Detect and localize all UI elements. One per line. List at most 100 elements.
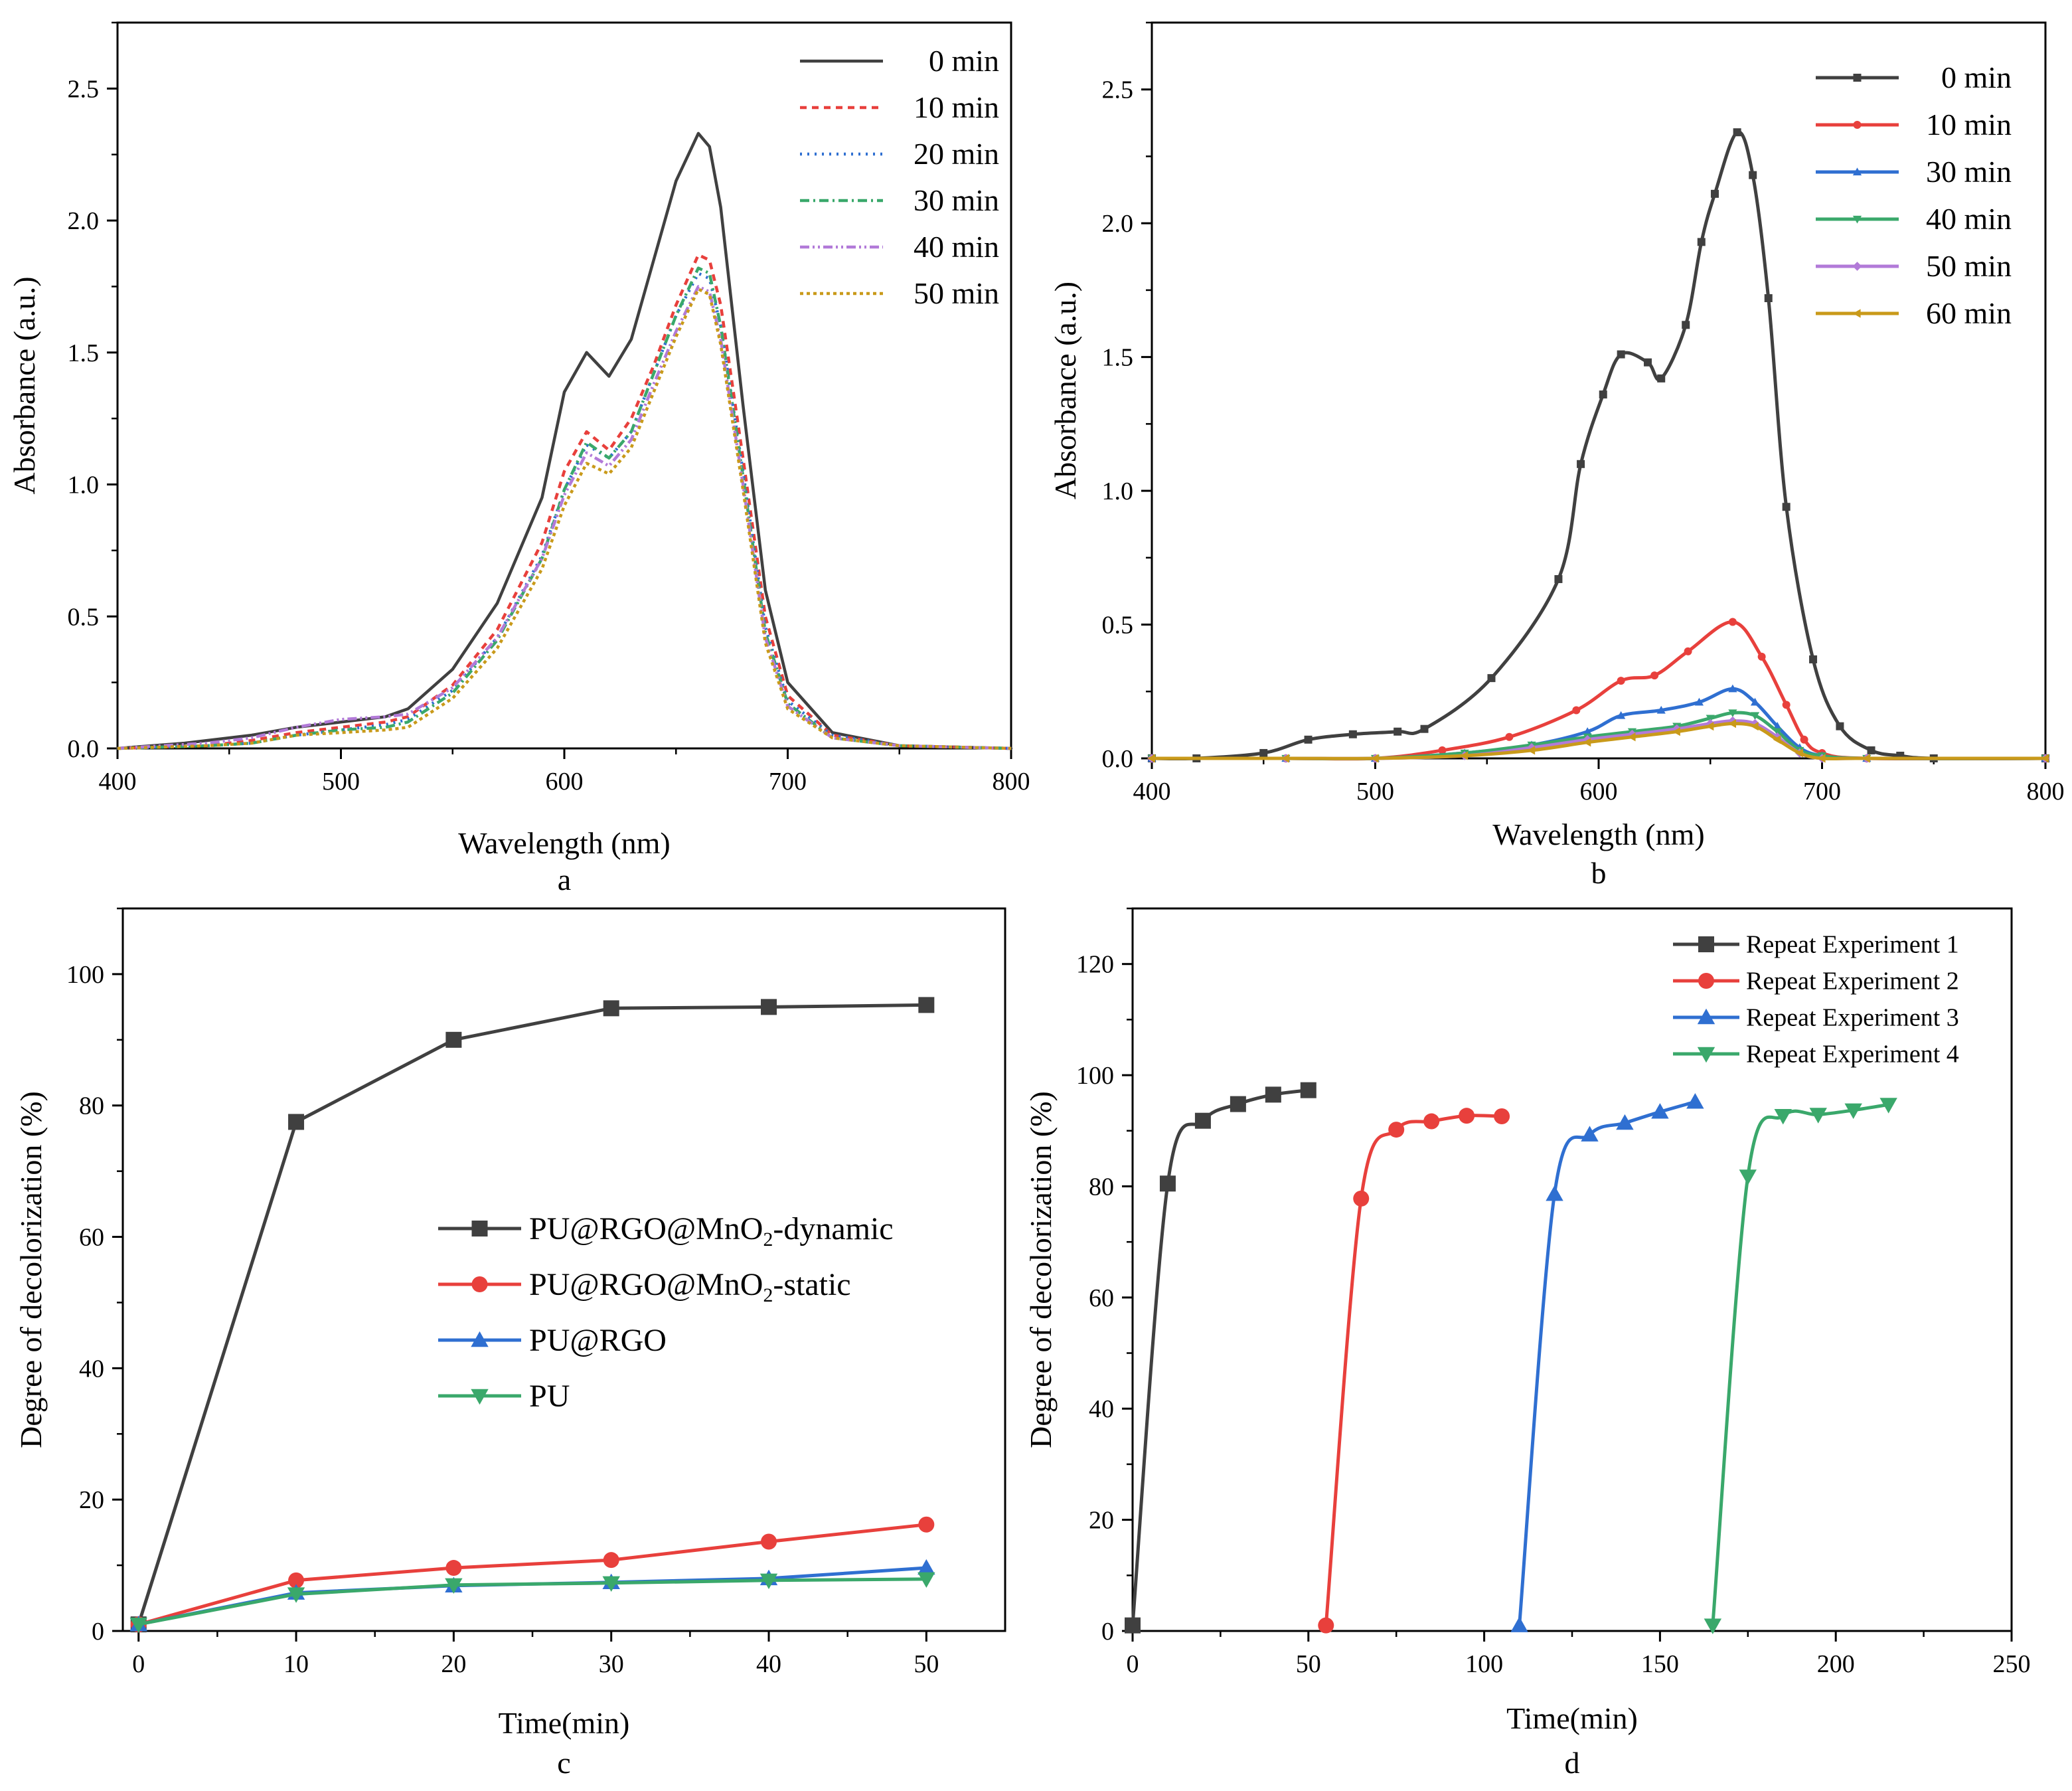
legend-entry: 50 min <box>1816 249 2012 283</box>
series-line <box>1150 722 2047 761</box>
data-point <box>1577 460 1585 468</box>
data-point <box>1656 705 1666 714</box>
data-point <box>1617 677 1625 685</box>
series-line <box>1324 1114 1504 1628</box>
data-point <box>1750 722 1759 731</box>
legend-label: 20 min <box>914 137 999 171</box>
data-point <box>1617 711 1626 719</box>
series-6 <box>117 288 1012 750</box>
series-1 <box>1125 1082 1316 1634</box>
series-line <box>1150 130 2047 761</box>
data-point <box>1554 575 1563 584</box>
y-tick-label: 1.5 <box>68 339 100 367</box>
x-tick-label: 40 <box>756 1650 781 1678</box>
y-tick-label: 20 <box>1089 1507 1114 1535</box>
legend-entry: PU@RGO@MnO2-static <box>438 1267 851 1306</box>
x-tick-label: 200 <box>1817 1650 1855 1678</box>
data-point <box>1782 503 1791 511</box>
data-point <box>602 1576 620 1592</box>
legend-entry: Repeat Experiment 4 <box>1673 1041 1959 1068</box>
data-point <box>1230 1096 1246 1112</box>
plot-frame <box>116 21 1012 750</box>
y-tick-label: 40 <box>79 1355 104 1383</box>
data-point <box>1147 754 1156 763</box>
y-tick-label: 0.5 <box>68 603 100 631</box>
series-line <box>1131 1088 1311 1628</box>
y-tick-label: 2.0 <box>1102 210 1134 238</box>
legend-entry: 10 min <box>1816 108 2012 141</box>
data-point <box>1265 1086 1281 1103</box>
legend-marker <box>1853 74 1862 82</box>
series-2 <box>117 253 1012 750</box>
data-point <box>1728 684 1737 693</box>
x-tick-label: 50 <box>1296 1650 1321 1678</box>
data-point <box>918 997 935 1013</box>
series-5 <box>117 285 1012 750</box>
data-point <box>1581 1126 1599 1142</box>
data-point <box>1686 1093 1704 1109</box>
data-point <box>1627 729 1637 739</box>
legend-label: PU@RGO <box>529 1323 667 1358</box>
data-point <box>1750 712 1760 721</box>
y-tick-label: 0 <box>92 1618 104 1646</box>
data-point <box>1836 722 1844 730</box>
data-point <box>1510 1616 1528 1632</box>
data-point <box>1599 390 1607 399</box>
data-point <box>1728 618 1737 626</box>
legend-label: 60 min <box>1926 296 2012 330</box>
y-tick-label: 100 <box>66 961 104 989</box>
data-point <box>1774 1108 1792 1125</box>
series-line <box>1711 1102 1891 1628</box>
legend-label: Repeat Experiment 3 <box>1746 1004 1959 1032</box>
x-tick-label: 250 <box>1993 1650 2031 1678</box>
legend-entry: Repeat Experiment 3 <box>1673 1004 1959 1032</box>
legend-label-tail: -static <box>773 1267 850 1302</box>
y-axis-label: Degree of decolorization (%) <box>1024 1091 1058 1448</box>
data-point <box>759 1573 778 1590</box>
data-point <box>603 1000 619 1017</box>
y-tick-label: 100 <box>1076 1062 1114 1090</box>
x-axis-label: Time(min) <box>499 1706 630 1740</box>
x-tick-label: 0 <box>1127 1650 1139 1678</box>
data-point <box>1749 171 1757 179</box>
panel-b-chart: 400 500 600 700 800 0.0 0.5 1.0 1.5 2.0 2.5 Wavelen… <box>1048 21 2065 890</box>
x-tick-label: 20 <box>441 1650 466 1678</box>
legend-marker <box>1698 936 1714 952</box>
legend-label: 50 min <box>1926 249 2012 283</box>
data-point <box>1750 697 1760 706</box>
y-tick-label: 120 <box>1076 951 1114 979</box>
data-point <box>1817 754 1826 763</box>
series-line <box>116 131 1013 750</box>
legend-label: 40 min <box>1926 202 2012 236</box>
data-point <box>1194 1112 1211 1129</box>
data-point <box>1159 1175 1176 1192</box>
y-tick-label: 0.0 <box>68 735 100 763</box>
legend-label: 30 min <box>914 183 999 217</box>
legend-entry: 50 min <box>800 276 999 310</box>
y-tick-label: 0 <box>1101 1618 1114 1646</box>
y-tick-label: 0.5 <box>1102 612 1134 640</box>
y-tick-label: 1.0 <box>68 471 100 499</box>
x-tick-label: 10 <box>283 1650 309 1678</box>
data-point <box>445 1031 462 1048</box>
data-point <box>1773 732 1783 742</box>
data-point <box>1809 1108 1827 1124</box>
data-point <box>918 1516 935 1533</box>
y-tick-label: 40 <box>1089 1395 1114 1423</box>
data-point <box>761 1533 777 1550</box>
x-tick-label: 30 <box>599 1650 624 1678</box>
series-4 <box>1147 709 2050 763</box>
data-point <box>1795 748 1803 758</box>
x-axis-label: Wavelength (nm) <box>458 826 670 860</box>
legend-entry: 20 min <box>800 137 999 171</box>
x-tick-label: 0 <box>132 1650 145 1678</box>
legend-entry: PU@RGO <box>438 1323 667 1358</box>
legend-label: PU@RGO@MnO2-static <box>529 1267 851 1306</box>
y-tick-label: 1.0 <box>1102 477 1134 505</box>
legend-entry: 60 min <box>1816 296 2012 330</box>
panel-letter: d <box>1565 1746 1580 1780</box>
data-point <box>1757 652 1766 661</box>
legend-marker <box>1698 973 1714 989</box>
data-point <box>1572 706 1581 715</box>
y-tick-label: 80 <box>1089 1173 1114 1201</box>
